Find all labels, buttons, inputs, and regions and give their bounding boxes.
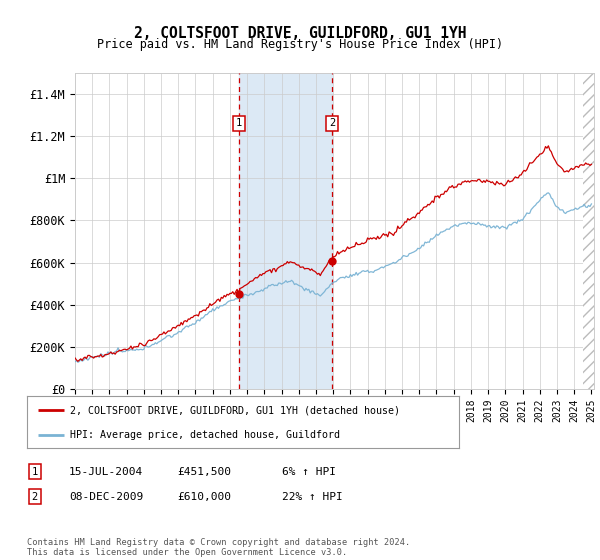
Bar: [583, 73, 594, 389]
Text: 2, COLTSFOOT DRIVE, GUILDFORD, GU1 1YH: 2, COLTSFOOT DRIVE, GUILDFORD, GU1 1YH: [134, 26, 466, 41]
Bar: [239, 73, 332, 389]
Text: £610,000: £610,000: [177, 492, 231, 502]
Text: HPI: Average price, detached house, Guildford: HPI: Average price, detached house, Guil…: [70, 430, 340, 440]
Text: 2: 2: [329, 118, 335, 128]
Text: Contains HM Land Registry data © Crown copyright and database right 2024.
This d: Contains HM Land Registry data © Crown c…: [27, 538, 410, 557]
Text: 1: 1: [32, 466, 38, 477]
Text: 2: 2: [32, 492, 38, 502]
Bar: [583, 73, 594, 389]
Text: 08-DEC-2009: 08-DEC-2009: [69, 492, 143, 502]
Text: £451,500: £451,500: [177, 466, 231, 477]
Text: 6% ↑ HPI: 6% ↑ HPI: [282, 466, 336, 477]
Text: 1: 1: [236, 118, 242, 128]
Text: 15-JUL-2004: 15-JUL-2004: [69, 466, 143, 477]
Text: 22% ↑ HPI: 22% ↑ HPI: [282, 492, 343, 502]
Text: 2, COLTSFOOT DRIVE, GUILDFORD, GU1 1YH (detached house): 2, COLTSFOOT DRIVE, GUILDFORD, GU1 1YH (…: [70, 405, 400, 416]
Text: Price paid vs. HM Land Registry's House Price Index (HPI): Price paid vs. HM Land Registry's House …: [97, 38, 503, 52]
